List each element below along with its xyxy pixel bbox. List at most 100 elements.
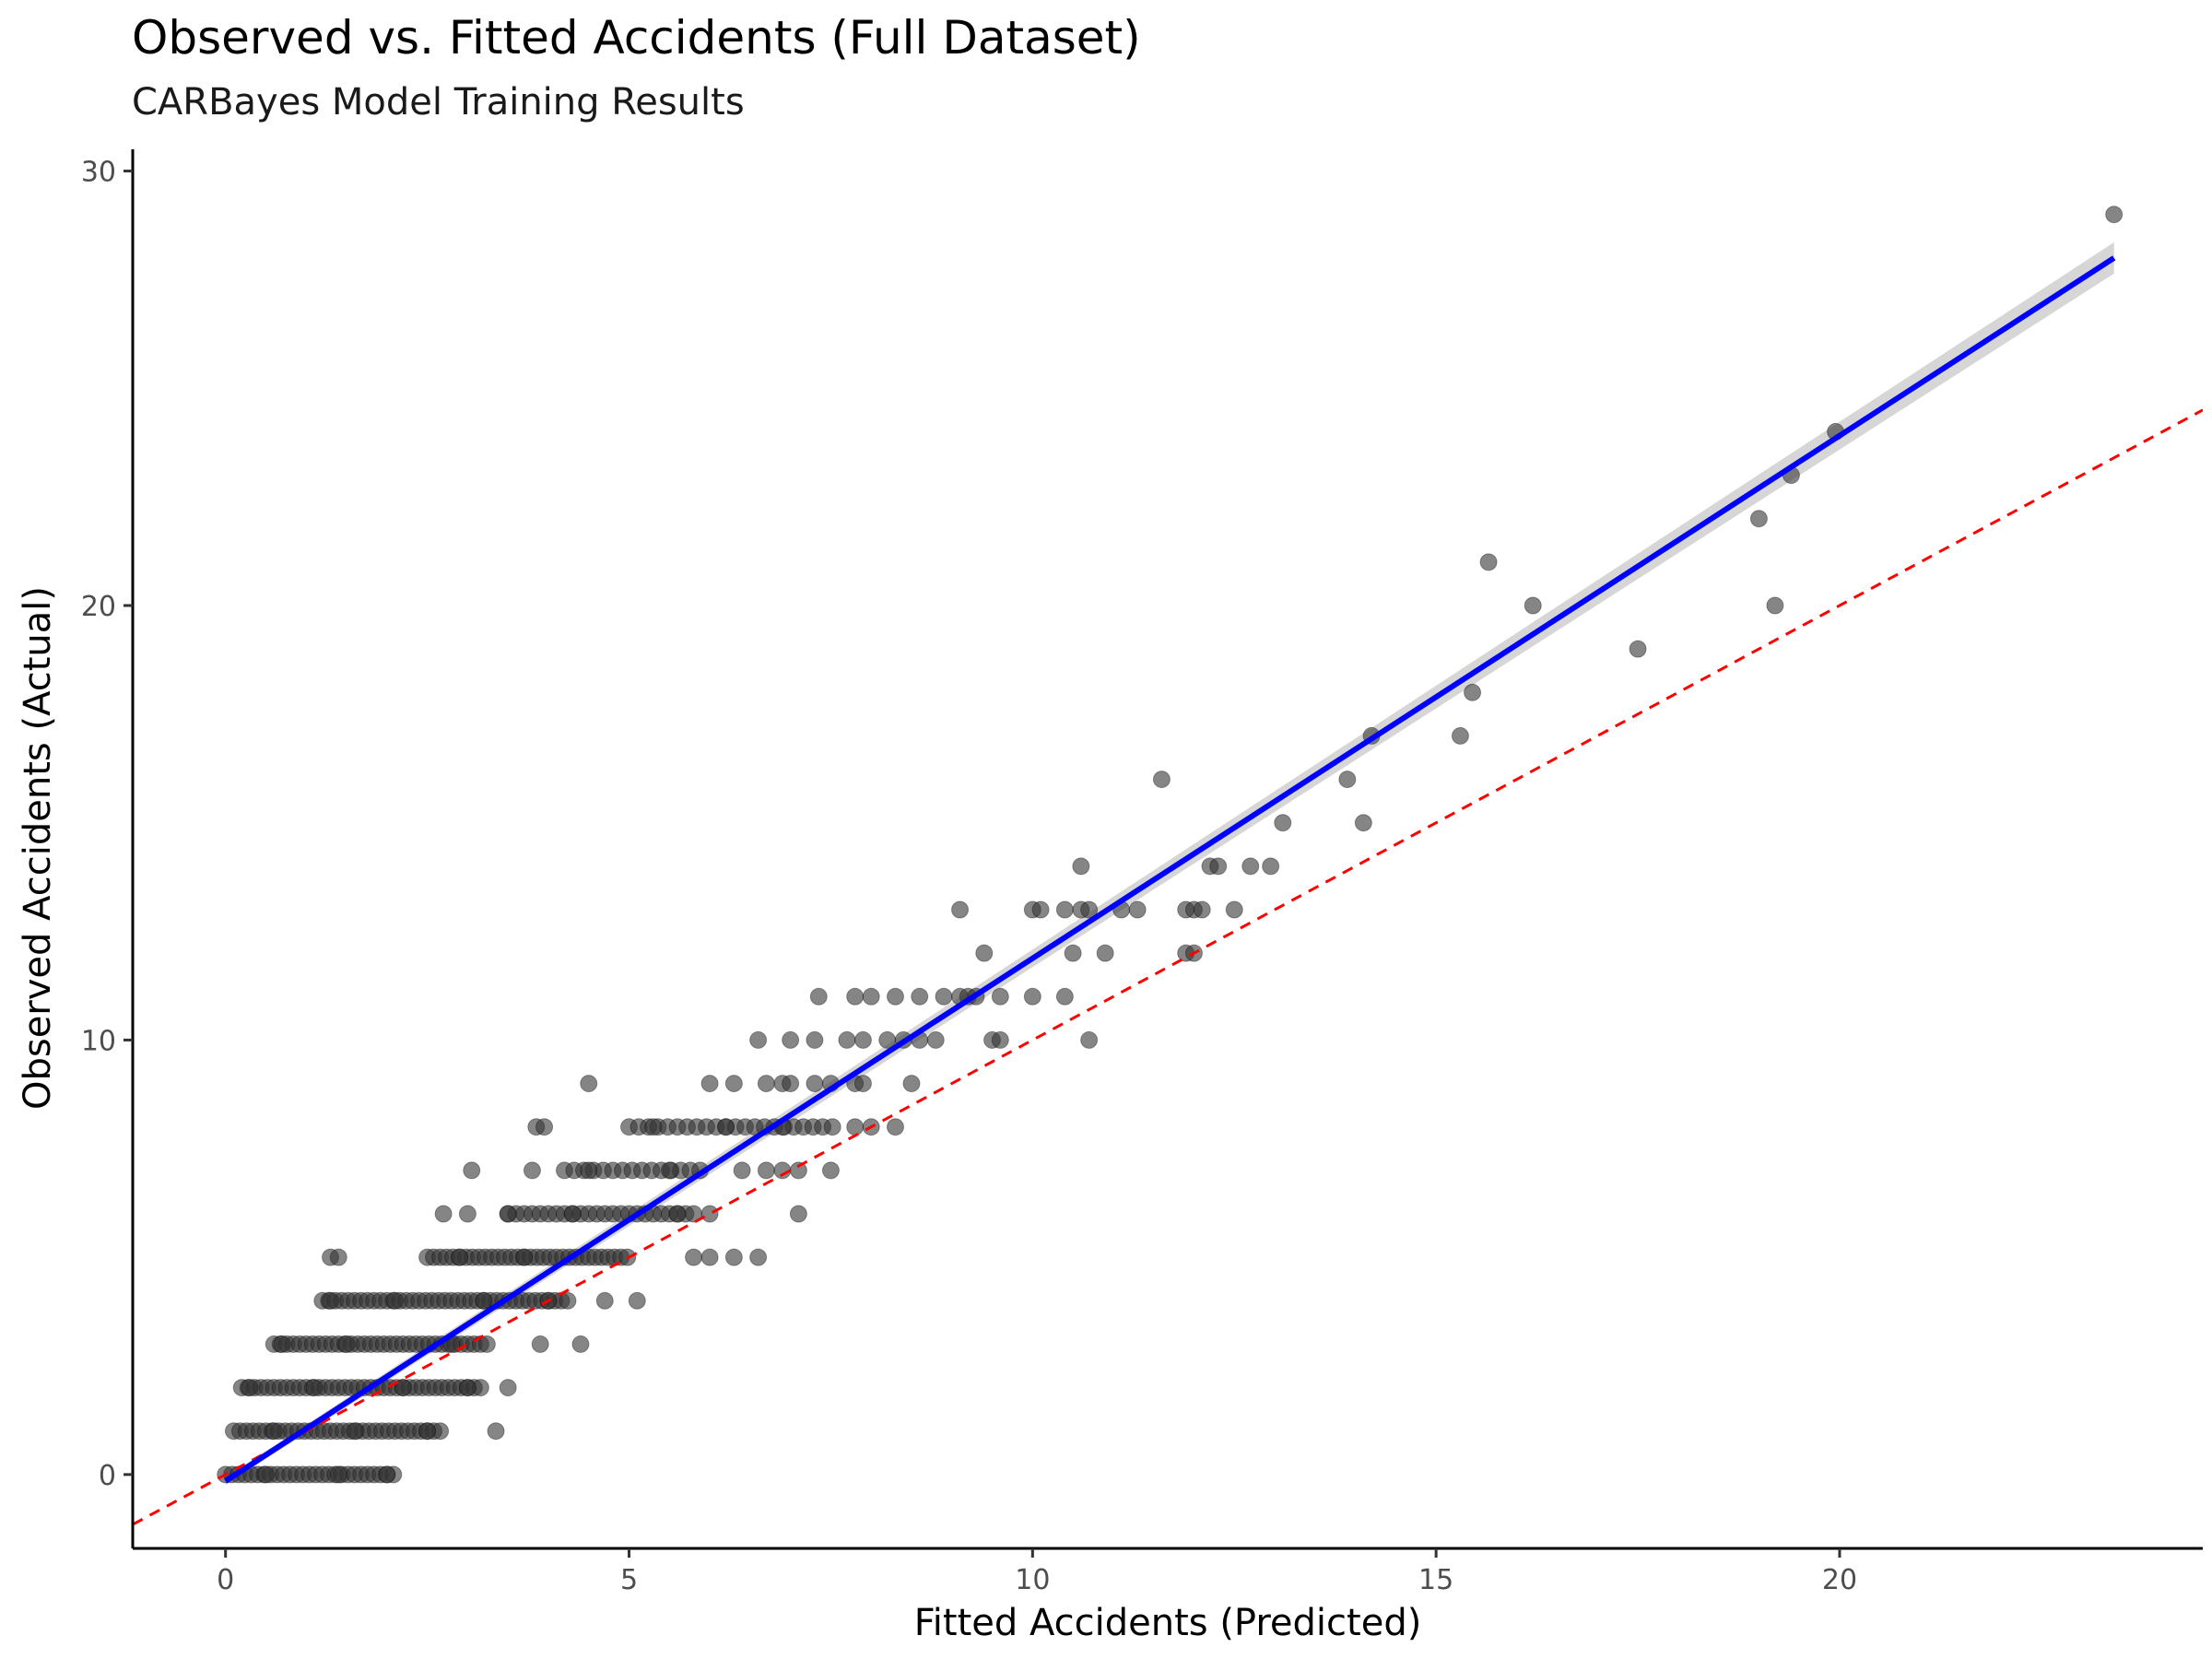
data-point xyxy=(394,1379,412,1397)
data-point xyxy=(559,1291,577,1310)
data-point xyxy=(660,1161,678,1180)
data-point xyxy=(782,1075,800,1093)
data-point xyxy=(700,1075,719,1093)
data-point xyxy=(806,1030,824,1049)
data-point xyxy=(809,987,828,1006)
data-point xyxy=(475,1291,493,1310)
x-tick-label: 0 xyxy=(217,1564,234,1596)
data-point xyxy=(256,1465,275,1484)
data-point xyxy=(821,1161,840,1180)
data-point xyxy=(1354,814,1372,832)
data-point xyxy=(700,1248,719,1266)
data-point xyxy=(1023,987,1041,1006)
data-point xyxy=(757,1161,775,1180)
data-point xyxy=(846,1118,865,1136)
data-point xyxy=(2105,206,2124,224)
data-point xyxy=(853,1030,872,1049)
chart-title: Observed vs. Fitted Accidents (Full Data… xyxy=(132,11,1141,65)
data-point xyxy=(1274,814,1292,832)
data-point xyxy=(463,1161,481,1180)
data-point xyxy=(1193,900,1211,919)
data-point xyxy=(644,1118,663,1136)
data-point xyxy=(1064,944,1082,962)
data-point xyxy=(499,1205,517,1223)
data-point xyxy=(911,987,929,1006)
data-point xyxy=(951,900,970,919)
data-point xyxy=(975,944,994,962)
data-point xyxy=(1128,900,1147,919)
data-point xyxy=(1749,510,1768,528)
data-point xyxy=(1338,771,1357,789)
x-tick-label: 10 xyxy=(1015,1564,1050,1596)
data-point xyxy=(1225,900,1243,919)
data-point xyxy=(1080,900,1099,919)
data-point xyxy=(853,1075,872,1093)
data-point xyxy=(668,1205,687,1223)
data-point xyxy=(846,987,865,1006)
data-point xyxy=(487,1422,505,1441)
data-point xyxy=(1055,900,1074,919)
data-point xyxy=(1031,900,1050,919)
data-point xyxy=(329,1248,347,1266)
data-point xyxy=(595,1291,614,1310)
data-point xyxy=(733,1161,751,1180)
data-point xyxy=(523,1161,541,1180)
data-point xyxy=(451,1248,469,1266)
data-point xyxy=(535,1118,554,1136)
data-point xyxy=(434,1205,453,1223)
data-point xyxy=(757,1075,775,1093)
data-point xyxy=(724,1248,743,1266)
data-point xyxy=(862,987,880,1006)
data-point xyxy=(337,1335,356,1353)
data-point xyxy=(386,1291,405,1310)
data-point xyxy=(305,1379,324,1397)
chart-subtitle: CARBayes Model Training Results xyxy=(132,81,745,124)
data-point xyxy=(926,1030,945,1049)
data-point xyxy=(265,1422,283,1441)
data-point xyxy=(580,1075,598,1093)
data-point xyxy=(531,1335,549,1353)
data-point xyxy=(1479,553,1498,571)
data-point xyxy=(1629,640,1647,658)
data-point xyxy=(1152,771,1171,789)
data-point xyxy=(1241,857,1260,876)
x-axis-title: Fitted Accidents (Predicted) xyxy=(914,1602,1422,1644)
data-point xyxy=(782,1030,800,1049)
data-point xyxy=(458,1379,477,1397)
data-point xyxy=(1080,1030,1099,1049)
points-layer xyxy=(217,206,2124,1484)
data-point xyxy=(346,1422,364,1441)
data-point xyxy=(685,1248,703,1266)
data-point xyxy=(378,1465,396,1484)
data-point xyxy=(477,1335,496,1353)
data-point xyxy=(1524,596,1542,615)
data-point xyxy=(1451,726,1469,745)
x-tick-label: 5 xyxy=(620,1564,638,1596)
data-point xyxy=(628,1291,646,1310)
data-point xyxy=(515,1248,534,1266)
data-point xyxy=(700,1205,719,1223)
fitted-regression-line xyxy=(224,255,2116,1484)
data-point xyxy=(1262,857,1280,876)
data-point xyxy=(241,1379,259,1397)
y-tick-label: 30 xyxy=(81,157,116,189)
data-point xyxy=(886,987,904,1006)
data-point xyxy=(902,1075,921,1093)
data-point xyxy=(1464,683,1482,701)
data-point xyxy=(789,1205,807,1223)
data-point xyxy=(1096,944,1114,962)
data-point xyxy=(991,1030,1009,1049)
data-point xyxy=(1072,857,1090,876)
data-point xyxy=(499,1379,517,1397)
data-point xyxy=(1055,987,1074,1006)
data-point xyxy=(563,1205,582,1223)
y-tick-label: 10 xyxy=(81,1025,116,1057)
reference-line-y-equals-x xyxy=(133,408,2203,1526)
data-point xyxy=(823,1118,841,1136)
data-point xyxy=(571,1335,590,1353)
y-tick-label: 20 xyxy=(81,591,116,623)
x-tick-label: 20 xyxy=(1822,1564,1857,1596)
y-tick-label: 0 xyxy=(99,1460,116,1492)
data-point xyxy=(886,1118,904,1136)
